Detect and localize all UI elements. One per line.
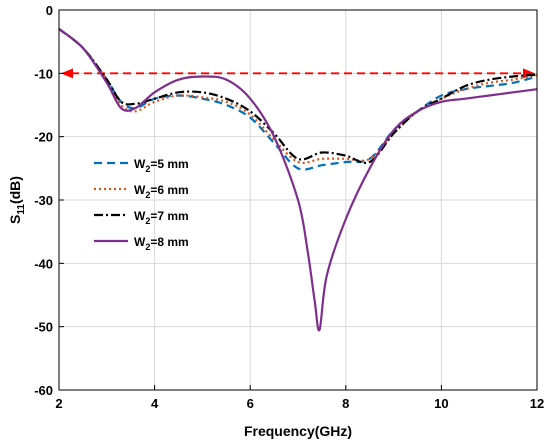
x-tick-label-3: 8 <box>342 396 349 411</box>
x-axis-label: Frequency(GHz) <box>244 423 352 439</box>
x-tick-label-5: 12 <box>530 396 544 411</box>
x-tick-label-4: 10 <box>434 396 448 411</box>
series-line-1 <box>58 28 538 171</box>
series-line-2 <box>58 28 538 165</box>
legend-label-4: W2=8 mm <box>134 235 189 252</box>
y-tick-label-1: -10 <box>34 66 53 81</box>
y-axis-label-suffix: (dB) <box>7 176 23 204</box>
y-axis-label-main: S <box>7 215 23 224</box>
y-tick-label-0: 0 <box>46 3 53 18</box>
reference-arrow-left <box>61 68 73 79</box>
legend-label-1: W2=5 mm <box>134 157 189 174</box>
y-tick-label-5: -50 <box>34 320 53 335</box>
x-tick-label-2: 6 <box>247 396 254 411</box>
legend: W2=5 mm W2=6 mm W2=7 mm W2=8 mm <box>94 157 189 252</box>
y-tick-labels: 0 -10 -20 -30 -40 -50 -60 <box>34 3 64 398</box>
legend-label-2: W2=6 mm <box>134 183 189 200</box>
series-group <box>58 28 538 332</box>
reference-line-group <box>61 68 535 79</box>
y-tick-label-4: -40 <box>34 256 53 271</box>
y-tick-label-2: -20 <box>34 130 53 145</box>
y-tick-label-6: -60 <box>34 383 53 398</box>
y-axis-label-sub: 11 <box>16 204 27 215</box>
x-tick-labels: 2 4 6 8 10 12 <box>55 385 544 411</box>
series-line-4 <box>58 28 538 332</box>
reference-arrow-right <box>523 68 535 79</box>
y-axis-label: S11(dB) <box>7 176 27 224</box>
y-tick-label-3: -30 <box>34 193 53 208</box>
series-line-3 <box>58 28 538 164</box>
x-tick-label-0: 2 <box>55 396 62 411</box>
x-tick-label-1: 4 <box>151 396 159 411</box>
legend-label-3: W2=7 mm <box>134 209 189 226</box>
